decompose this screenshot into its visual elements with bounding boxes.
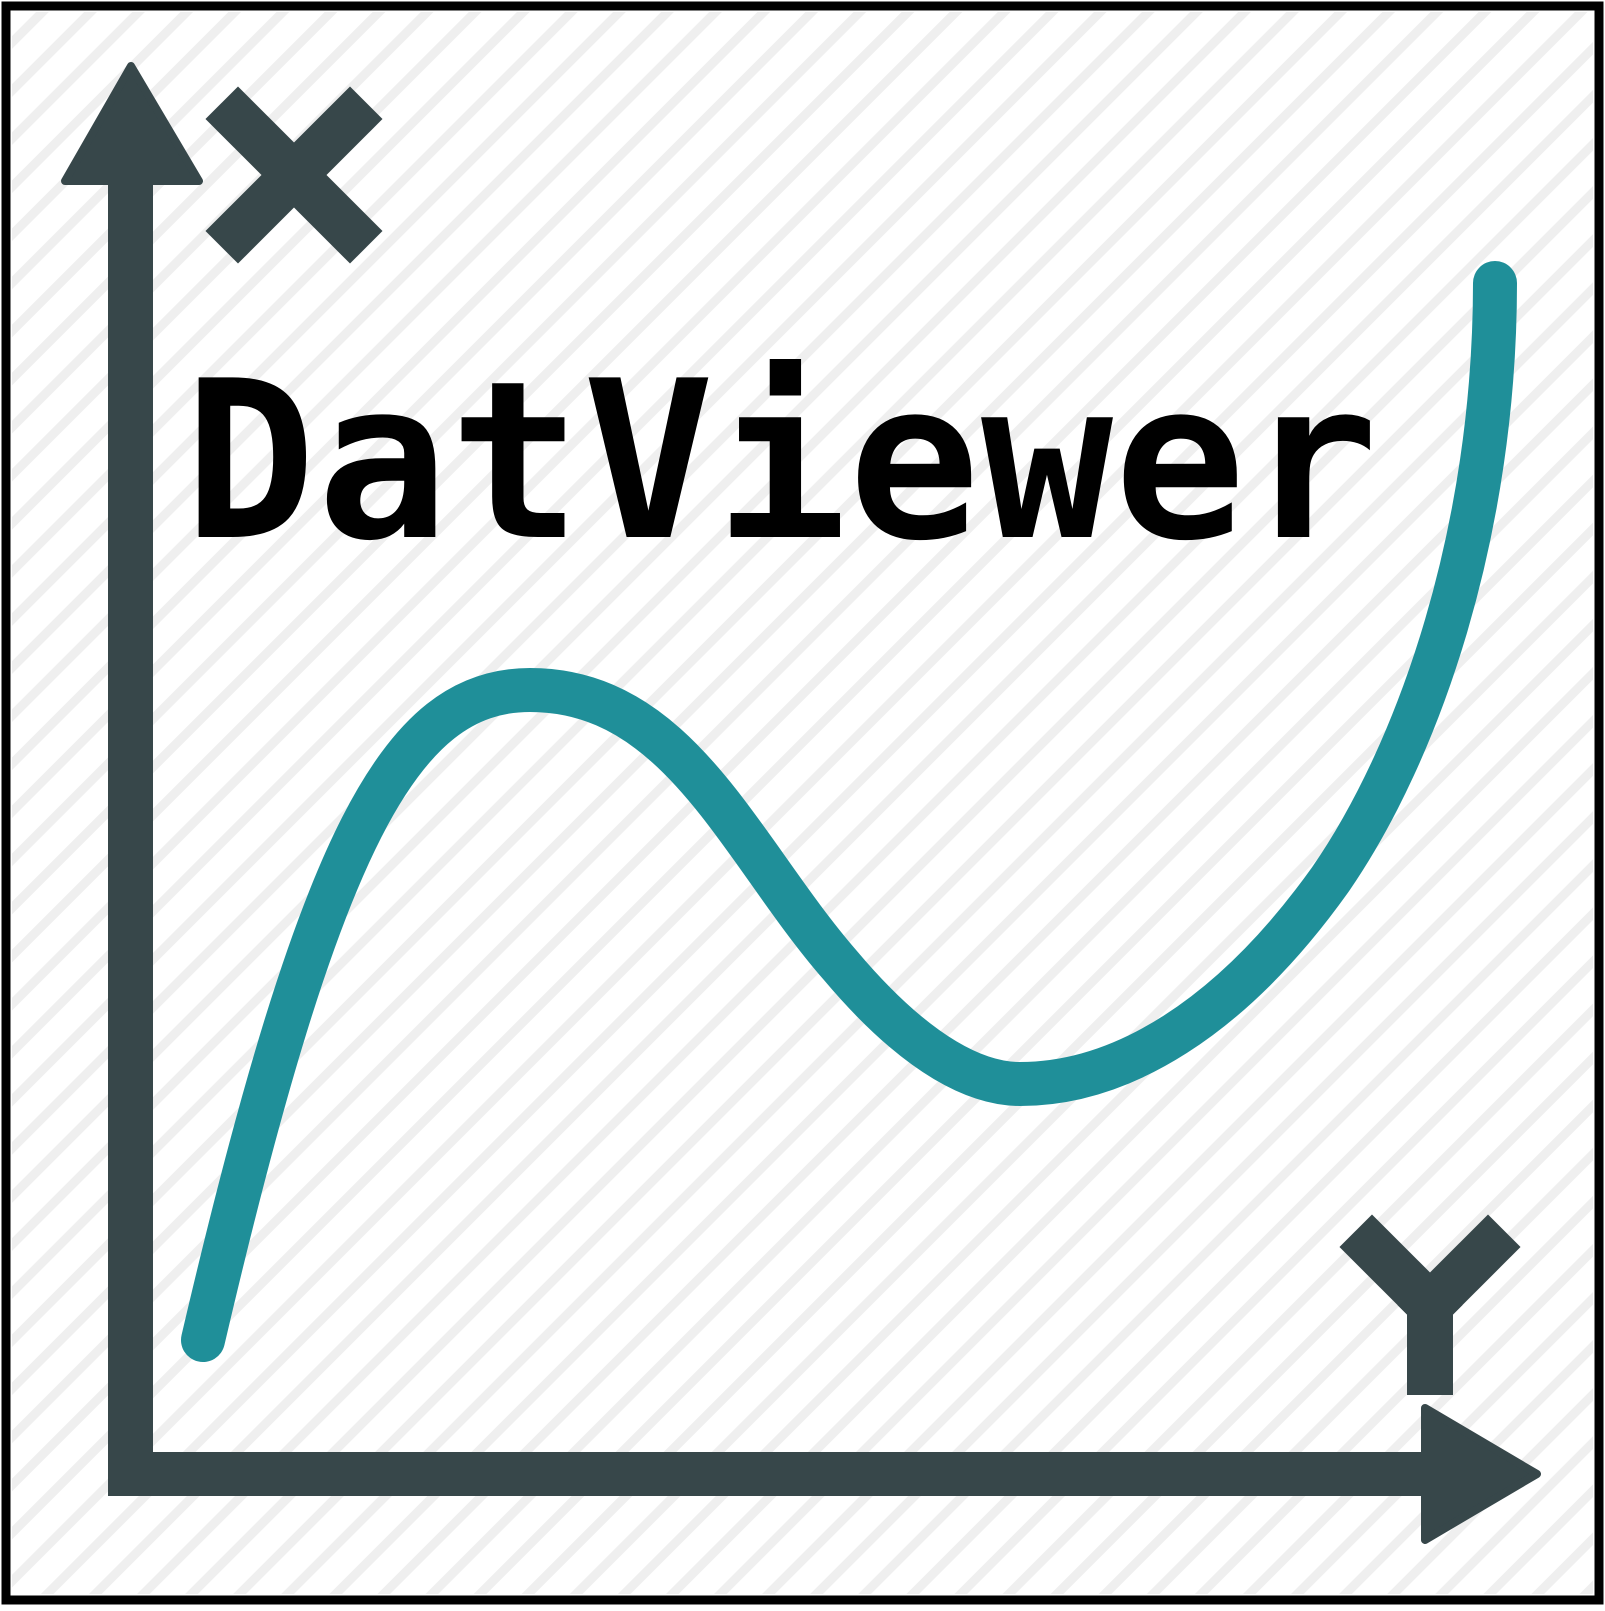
y-axis-arrow-icon <box>108 1404 1541 1544</box>
x-letter-icon <box>205 86 383 264</box>
app-title: DatViewer <box>184 334 1380 589</box>
curve-icon <box>181 261 1517 1362</box>
x-axis-arrow-icon <box>61 62 203 1496</box>
y-letter-icon <box>1339 1214 1521 1395</box>
hatched-background <box>12 12 1593 1594</box>
